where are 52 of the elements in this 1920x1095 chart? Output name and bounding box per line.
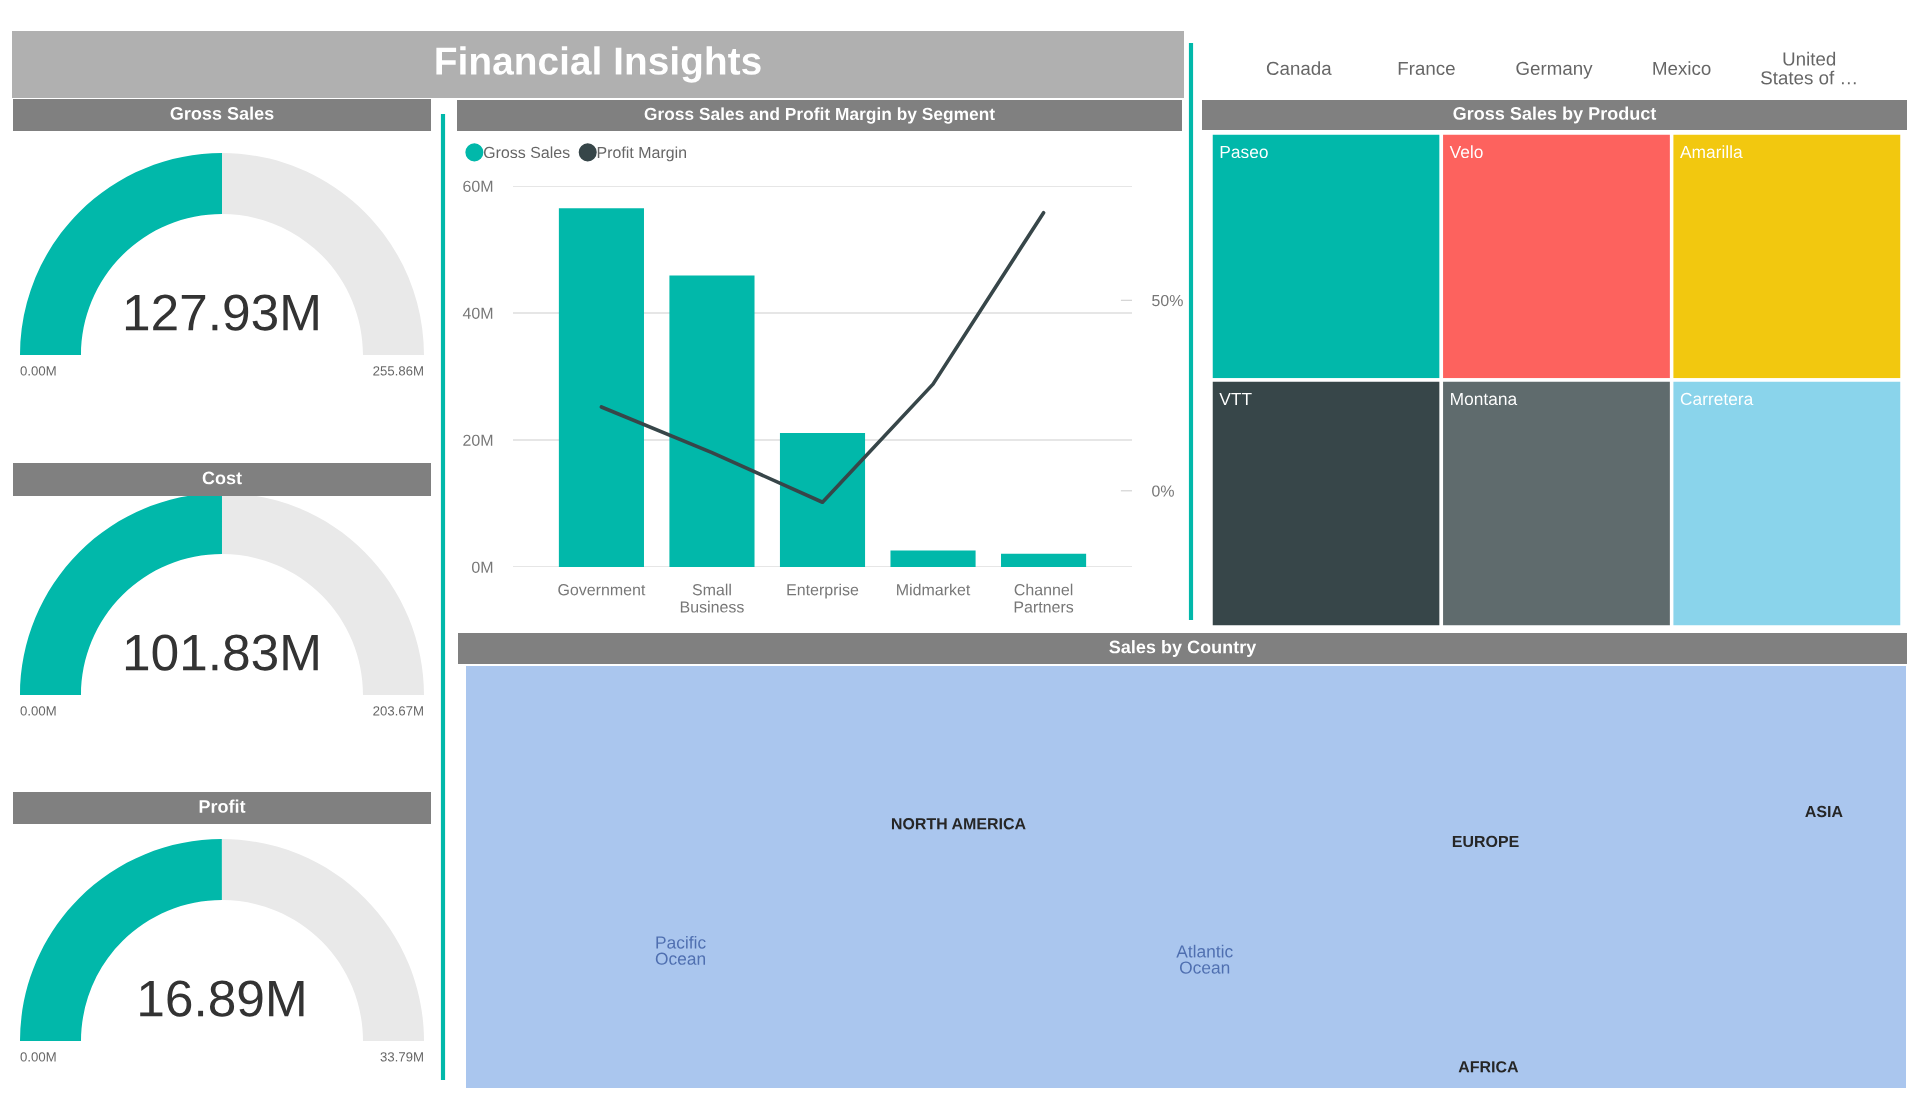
chart-title: Gross Sales and Profit Margin by Segment	[644, 107, 995, 124]
category-label: Carretera	[1680, 392, 1754, 406]
y-tick-label: 20M	[463, 434, 493, 446]
data-label: 101.83M	[125, 634, 318, 671]
text: Financial Insights	[436, 46, 761, 83]
text: 0.00M	[20, 366, 56, 376]
text: 0.00M	[20, 1052, 56, 1062]
text: Sales by Country	[1109, 640, 1257, 657]
text: AFRICA	[1458, 1061, 1519, 1073]
data-label: 16.89M	[140, 980, 304, 1017]
chart-title: Profit	[199, 799, 246, 813]
bar	[779, 433, 866, 567]
bar	[669, 275, 755, 567]
chart-title: Gross Sales	[170, 106, 274, 120]
category-label: Paseo	[1220, 145, 1268, 159]
category-label: Germany	[1516, 61, 1593, 79]
chart-title: Cost	[202, 471, 242, 485]
x-tick-label: Government	[558, 584, 646, 596]
y-tick-label: 40M	[462, 307, 493, 319]
category-label: United States of …	[1761, 51, 1856, 85]
text: 33.79M	[380, 1052, 423, 1062]
x-tick-label: Channel Partners	[1014, 583, 1074, 613]
text: Gross Sales by Product	[1453, 106, 1657, 124]
bar	[558, 208, 644, 567]
category-label: Mexico	[1653, 61, 1711, 76]
legend-label: Profit Margin	[597, 146, 686, 162]
x-tick-label: Small Business	[680, 583, 744, 613]
category-label: Canada	[1266, 61, 1332, 76]
category-label: Amarilla	[1679, 145, 1743, 159]
bar	[1001, 553, 1087, 567]
category-label: France	[1398, 61, 1455, 76]
line-series	[599, 210, 1046, 505]
category-label: Montana	[1451, 392, 1518, 406]
text: ASIA	[1805, 805, 1843, 818]
text: Atlantic Ocean	[1176, 944, 1233, 974]
y-tick-label: 0M	[471, 561, 493, 573]
x-tick-label: Midmarket	[897, 583, 971, 596]
category-label: VTT	[1219, 392, 1252, 405]
data-label: 127.93M	[125, 294, 318, 331]
text: 203.67M	[373, 706, 423, 716]
category-label: Velo	[1449, 145, 1483, 159]
bar	[890, 550, 976, 567]
y-tick-label: 60M	[463, 180, 493, 192]
text: EUROPE	[1452, 835, 1519, 848]
text: NORTH AMERICA	[891, 818, 1026, 830]
text: 0.00M	[20, 706, 56, 716]
x-tick-label: Enterprise	[787, 583, 859, 599]
legend-label: Gross Sales	[483, 146, 570, 159]
y2-tick-label: 0%	[1152, 485, 1174, 497]
y2-tick-label: 50%	[1152, 294, 1183, 307]
text: Pacific Ocean	[655, 935, 706, 965]
text: 255.86M	[373, 366, 423, 376]
